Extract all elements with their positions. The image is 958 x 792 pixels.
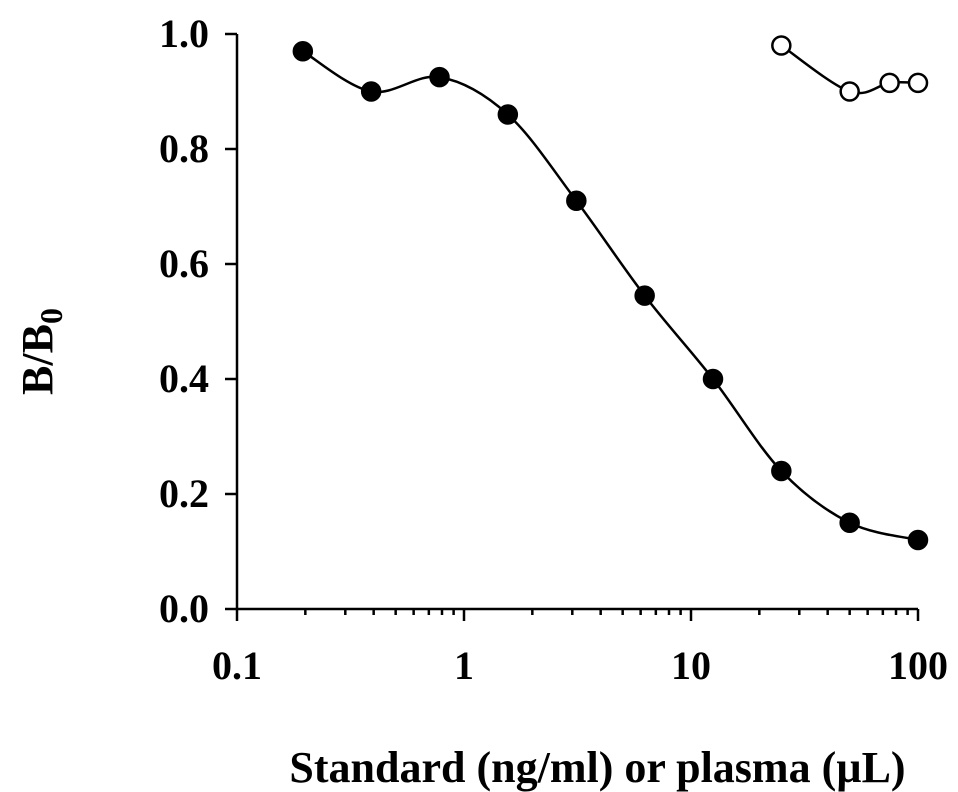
series-layer xyxy=(292,35,929,551)
y-tick-label: 0.6 xyxy=(159,241,209,286)
filled-data-point xyxy=(497,104,519,125)
axes xyxy=(235,34,918,611)
series-1-line xyxy=(302,50,919,542)
series-2 xyxy=(771,35,929,102)
filled-data-point xyxy=(907,529,929,551)
x-tick-label: 1 xyxy=(454,643,474,688)
filled-data-point xyxy=(566,190,587,211)
y-tick-label: 0.2 xyxy=(159,471,209,516)
filled-data-point xyxy=(634,285,655,306)
y-tick-label: 0.4 xyxy=(159,356,209,401)
ticks: 0.0 0.2 0.4 0.6 0.8 1.0 0.1 1 10 100 xyxy=(159,11,948,688)
open-data-point xyxy=(771,35,792,56)
open-data-point xyxy=(907,72,929,94)
y-axis-title-subscript: 0 xyxy=(33,308,69,324)
filled-data-point xyxy=(360,81,382,102)
x-axis-title: Standard (ng/ml) or plasma (µL) xyxy=(289,743,905,792)
filled-data-point xyxy=(839,512,860,533)
filled-data-point xyxy=(771,460,792,482)
open-data-point xyxy=(879,72,900,94)
filled-data-point xyxy=(429,66,450,88)
x-tick-label: 100 xyxy=(888,643,948,688)
y-tick-label: 0.0 xyxy=(159,586,209,631)
series-1 xyxy=(292,41,929,551)
filled-data-point xyxy=(702,368,724,390)
y-tick-label: 1.0 xyxy=(159,11,209,56)
open-data-point xyxy=(839,81,860,102)
x-tick-label: 10 xyxy=(671,643,711,688)
series-2-line xyxy=(780,44,919,95)
y-axis-title-main: B/B xyxy=(13,324,62,395)
y-tick-label: 0.8 xyxy=(159,126,209,171)
y-axis-title: B/B0 xyxy=(13,308,69,395)
filled-data-point xyxy=(292,41,314,62)
x-tick-label: 0.1 xyxy=(212,643,262,688)
